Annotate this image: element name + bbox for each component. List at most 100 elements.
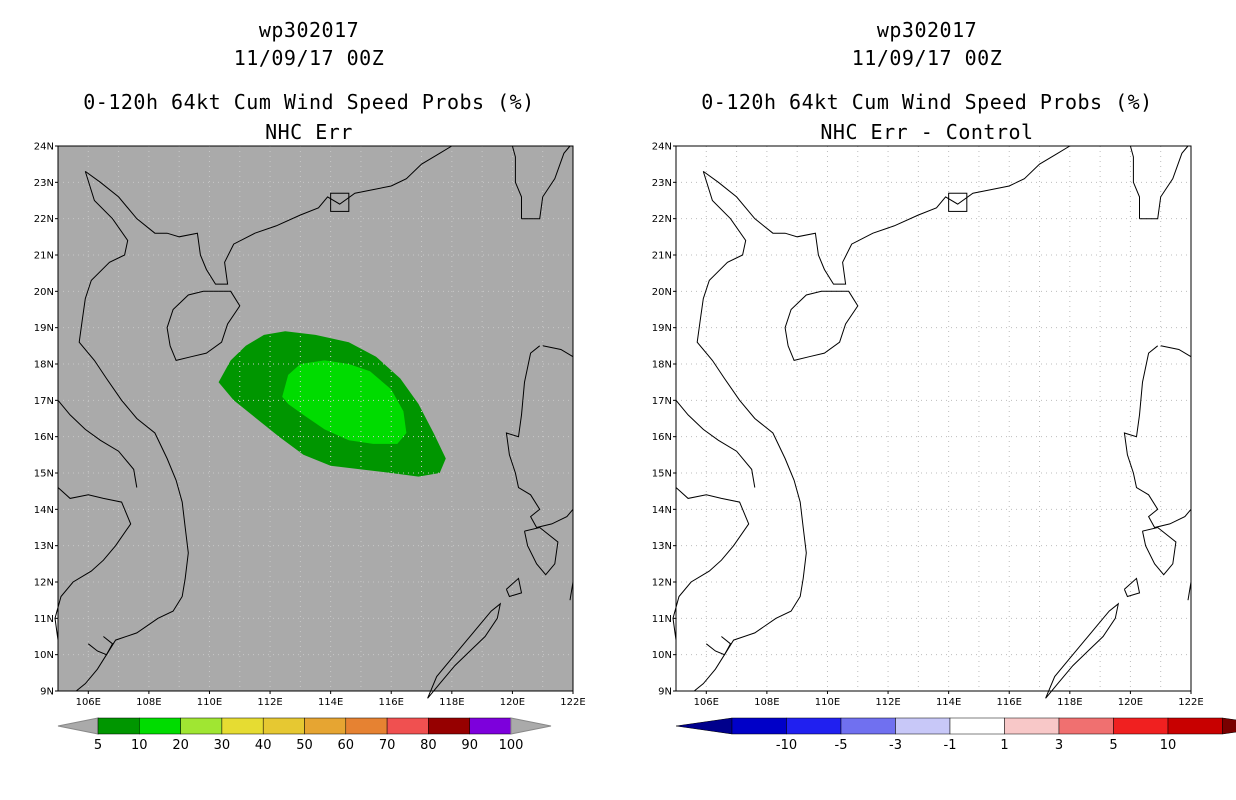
colorbar-segment xyxy=(786,717,842,735)
lon-tick-label: 110E xyxy=(197,697,222,708)
colorbar-segment xyxy=(1113,717,1169,735)
colorbar-label: 100 xyxy=(499,738,524,753)
map-frame xyxy=(675,145,1192,692)
colorbar-segment xyxy=(1004,717,1060,735)
coastline-taiwan2 xyxy=(1129,145,1140,219)
lat-tick-label: 20N xyxy=(652,287,672,298)
colorbar-segment xyxy=(840,717,896,735)
lat-tick-label: 16N xyxy=(652,432,672,443)
colorbar-label: 70 xyxy=(379,738,396,753)
probability-10-percent-area xyxy=(282,360,407,444)
lat-tick-label: 12N xyxy=(34,578,54,589)
lon-tick-label: 112E xyxy=(875,697,900,708)
colorbar-label: 5 xyxy=(94,738,102,753)
coastline-luzon xyxy=(505,345,574,529)
lat-tick-label: 11N xyxy=(652,614,672,625)
lat-tick-label: 14N xyxy=(652,505,672,516)
lon-tick-label: 116E xyxy=(379,697,404,708)
colorbar-label: 80 xyxy=(420,738,437,753)
coastline-luzon2 xyxy=(1160,345,1192,358)
colorbar-segment xyxy=(139,717,181,735)
coastline-culion xyxy=(505,577,523,598)
coastlines xyxy=(672,145,1192,699)
left-product-title: 0-120h 64kt Cum Wind Speed Probs (%) xyxy=(83,90,535,114)
colorbar-segment xyxy=(1058,717,1114,735)
coastline-vietnam xyxy=(693,171,807,692)
colorbar-segment xyxy=(428,717,470,735)
lon-tick-label: 116E xyxy=(997,697,1022,708)
lat-tick-label: 24N xyxy=(652,142,672,153)
colorbar-label: 5 xyxy=(1109,738,1117,753)
lat-tick-label: 19N xyxy=(652,323,672,334)
right-datetime: 11/09/17 00Z xyxy=(851,46,1003,70)
map-background xyxy=(676,146,1191,691)
lon-tick-label: 122E xyxy=(560,697,585,708)
coastline-cambodia xyxy=(672,487,750,641)
gridlines xyxy=(676,146,1191,691)
coastline-cambodia xyxy=(54,487,132,641)
colorbar-label: 10 xyxy=(1160,738,1177,753)
lat-tick-label: 10N xyxy=(652,650,672,661)
lat-tick-label: 9N xyxy=(658,687,672,698)
lat-tick-label: 21N xyxy=(652,251,672,262)
right-product-title: 0-120h 64kt Cum Wind Speed Probs (%) xyxy=(701,90,1153,114)
coastline-laos xyxy=(57,399,138,488)
hong-kong-box xyxy=(948,192,968,212)
colorbar-label: 20 xyxy=(172,738,189,753)
coastline-hainan xyxy=(166,290,241,361)
right-map: 24N23N22N21N20N19N18N17N16N15N14N13N12N1… xyxy=(652,142,1236,753)
lat-tick-label: 12N xyxy=(652,578,672,589)
coastline-palawan xyxy=(1045,602,1120,699)
lat-tick-label: 22N xyxy=(34,214,54,225)
colorbar-label: -5 xyxy=(835,738,848,753)
lat-tick-label: 20N xyxy=(34,287,54,298)
colorbar-segment xyxy=(469,717,512,735)
colorbar-high-arrow xyxy=(1222,717,1236,735)
colorbar-label: 10 xyxy=(131,738,148,753)
colorbar-segment xyxy=(949,717,1005,735)
lon-tick-label: 118E xyxy=(439,697,464,708)
coastline-mindoro xyxy=(524,526,559,576)
right-storm-id: wp302017 xyxy=(876,18,978,42)
lon-tick-label: 106E xyxy=(76,697,101,708)
coastlines xyxy=(54,145,574,699)
lat-tick-label: 23N xyxy=(652,178,672,189)
colorbar-segment xyxy=(180,717,223,735)
colorbar-segment xyxy=(221,717,264,735)
colorbar-segment xyxy=(345,717,388,735)
lat-tick-label: 16N xyxy=(34,432,54,443)
coastline-palawan xyxy=(427,602,502,699)
lon-tick-label: 120E xyxy=(1118,697,1143,708)
lat-tick-label: 10N xyxy=(34,650,54,661)
lat-tick-label: 19N xyxy=(34,323,54,334)
colorbar-segment xyxy=(97,717,140,735)
left-subtitle: NHC Err xyxy=(265,120,353,144)
lat-tick-label: 23N xyxy=(34,178,54,189)
lon-tick-label: 118E xyxy=(1057,697,1082,708)
lat-tick-label: 9N xyxy=(40,687,54,698)
coastline-china xyxy=(703,145,1071,285)
coastline-mekong xyxy=(705,636,732,656)
coastline-laos xyxy=(675,399,756,488)
hong-kong-box xyxy=(330,192,350,212)
lat-tick-label: 14N xyxy=(34,505,54,516)
lat-tick-label: 18N xyxy=(652,360,672,371)
coastline-luzon xyxy=(1123,345,1192,529)
colorbar-label: 50 xyxy=(296,738,313,753)
colorbar: 5 10 20 30 40 50 60 70 80 90 100 xyxy=(57,717,552,753)
lat-tick-label: 24N xyxy=(34,142,54,153)
colorbar-low-arrow xyxy=(57,717,99,735)
colorbar-segment xyxy=(1167,717,1223,735)
right-subtitle: NHC Err - Control xyxy=(820,120,1034,144)
lat-tick-label: 21N xyxy=(34,251,54,262)
colorbar-label: 3 xyxy=(1055,738,1063,753)
colorbar-label: -1 xyxy=(944,738,957,753)
lat-tick-label: 18N xyxy=(34,360,54,371)
coastline-culion xyxy=(1123,577,1141,598)
lat-tick-label: 15N xyxy=(34,469,54,480)
lat-tick-label: 11N xyxy=(34,614,54,625)
gridlines xyxy=(58,146,573,691)
colorbar-segment xyxy=(386,717,429,735)
coastline-hainan xyxy=(784,290,859,361)
colorbar-segment xyxy=(731,717,787,735)
